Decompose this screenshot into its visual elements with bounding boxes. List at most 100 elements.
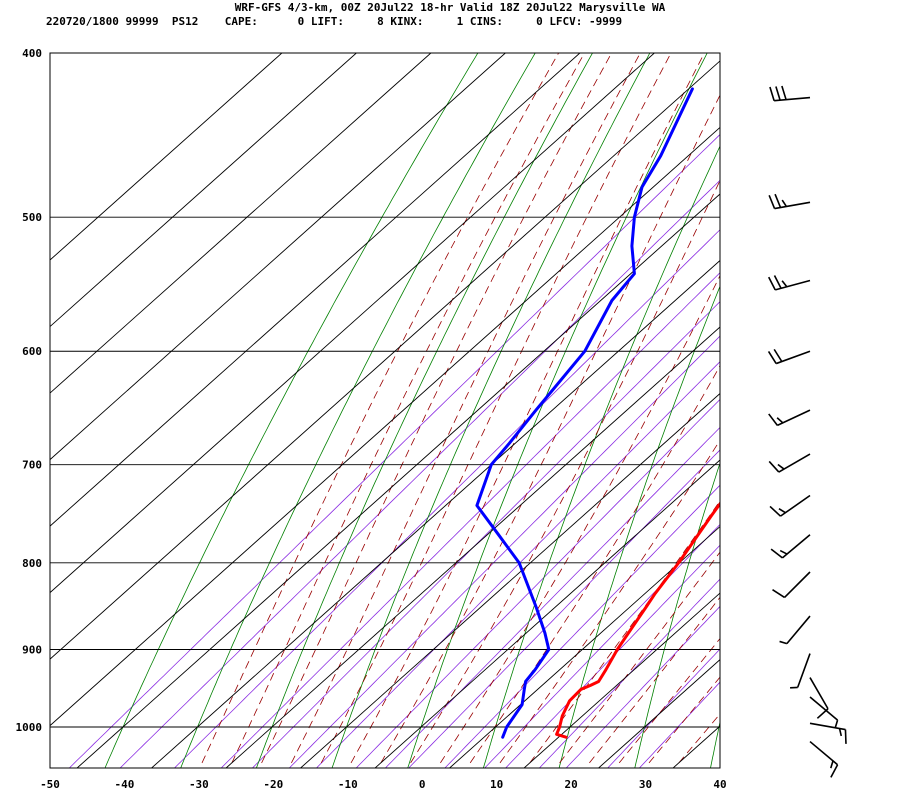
wind-barb	[770, 534, 811, 559]
temperature-profile-line	[555, 501, 720, 739]
wind-barb	[772, 571, 811, 599]
x-tick-label: -20	[263, 778, 283, 791]
x-tick-label: -40	[115, 778, 135, 791]
y-tick-label: 500	[22, 211, 42, 224]
moist-adiabat-line	[440, 274, 720, 764]
isotherm-line	[50, 126, 720, 727]
wind-barb-shaft	[786, 615, 811, 645]
moist-adiabat-line	[380, 94, 720, 764]
axis-tick-labels: 400 500 600 700 800 900 1000 -50 -40 -30 -20 -10 0 10…	[16, 47, 727, 791]
wind-barb-shaft	[809, 677, 829, 710]
isotherm-line	[50, 53, 655, 594]
x-tick-label: -50	[40, 778, 60, 791]
wind-barb	[769, 494, 811, 517]
wind-barb	[790, 653, 811, 689]
wind-barb-feather	[767, 276, 776, 291]
wind-barb-feather	[774, 193, 782, 208]
x-tick-label: 30	[639, 778, 652, 791]
moist-adiabat-line	[320, 53, 672, 764]
mixing-ratio-line	[565, 605, 720, 768]
plot-frame	[49, 52, 721, 769]
wind-barb-feather	[768, 460, 780, 473]
moist-adiabat-line	[678, 713, 720, 764]
dry-adiabat-line	[862, 53, 900, 768]
wind-barb-half-feather	[781, 199, 788, 207]
mixing-ratio-line	[639, 681, 720, 768]
background-lines	[50, 53, 900, 768]
wind-barb-shaft	[774, 201, 811, 210]
dry-adiabat-line	[407, 53, 708, 768]
mixing-ratio-line	[220, 272, 720, 768]
wind-barb	[809, 740, 839, 778]
wind-barbs	[767, 85, 847, 778]
mixing-ratio-line	[316, 361, 720, 768]
wind-barb-half-feather	[834, 719, 839, 728]
wind-barb-half-feather	[778, 508, 786, 514]
wind-barb	[768, 453, 811, 473]
y-tick-label: 1000	[16, 721, 43, 734]
isotherm-line	[50, 53, 357, 328]
dry-adiabat-line	[634, 462, 720, 768]
wind-barb-half-feather	[777, 463, 785, 470]
x-tick-label: 0	[419, 778, 426, 791]
dry-adiabat-line	[331, 53, 651, 768]
isotherm-line	[374, 459, 720, 768]
mixing-ratio-line	[119, 179, 720, 768]
wind-barb	[809, 677, 829, 719]
moist-adiabat-line	[648, 676, 720, 764]
wind-barb	[769, 85, 811, 102]
wind-barb-feather	[773, 275, 782, 289]
wind-barb	[767, 348, 811, 365]
wind-barb	[779, 615, 811, 645]
mixing-ratio-line	[252, 301, 720, 768]
chart-stats-line: 220720/1800 99999 PS12 CAPE: 0 LIFT: 8 K…	[46, 15, 622, 28]
y-tick-label: 700	[22, 459, 42, 472]
chart-title: WRF-GFS 4/3-km, 00Z 20Jul22 18-hr Valid …	[235, 1, 666, 14]
dry-adiabat-line	[710, 720, 720, 768]
moist-adiabat-line	[469, 364, 720, 764]
isotherm-line	[672, 725, 720, 768]
wind-barb	[767, 275, 811, 291]
wind-barb	[768, 193, 811, 210]
isotherm-line	[449, 525, 720, 768]
wind-barb-feather	[775, 86, 781, 101]
y-tick-label: 600	[22, 345, 42, 358]
dry-adiabat-line	[256, 53, 593, 768]
x-tick-label: 40	[713, 778, 726, 791]
dry-adiabat-line	[180, 53, 536, 768]
wind-barb-shaft	[809, 696, 839, 721]
wind-barb-shaft	[809, 722, 846, 731]
wind-barb-feather	[769, 505, 782, 517]
mixing-ratio-line	[505, 544, 720, 768]
mixing-ratio-line	[484, 523, 720, 768]
moist-adiabat-line	[589, 596, 720, 764]
mixing-ratio-line	[69, 133, 720, 768]
wind-barb-feather	[769, 86, 775, 101]
dry-adiabat-line	[786, 53, 900, 768]
profile-lines	[475, 87, 720, 739]
wind-barb-feather	[768, 194, 776, 209]
wind-barb-half-feather	[830, 760, 834, 769]
isotherm-line	[50, 53, 581, 527]
isotherm-line	[523, 592, 720, 768]
wind-barb-feather	[767, 351, 777, 364]
isotherm-line	[50, 53, 283, 261]
wind-barb	[768, 409, 811, 427]
moist-adiabat-line	[261, 53, 613, 764]
x-tick-label: -10	[338, 778, 358, 791]
wind-barb-feather	[770, 548, 783, 559]
moist-adiabat-line	[291, 53, 641, 764]
moist-adiabat-line	[559, 551, 720, 764]
moist-adiabat-line	[350, 53, 705, 764]
mixing-ratio-line	[607, 648, 720, 768]
isotherm-line	[300, 392, 720, 768]
wind-barb-half-feather	[781, 280, 788, 288]
wind-barb-half-feather	[776, 417, 784, 424]
moist-adiabat-line	[201, 53, 560, 764]
dry-adiabat-line	[483, 145, 720, 768]
mixing-ratio-line	[385, 426, 720, 768]
isotherm-line	[76, 193, 720, 768]
wind-barb-shaft	[783, 571, 811, 599]
wind-barb-feather	[781, 85, 787, 100]
